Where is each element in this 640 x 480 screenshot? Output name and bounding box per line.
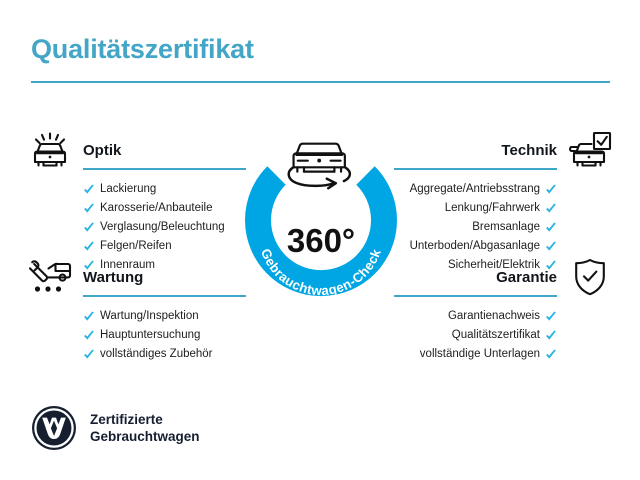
- list-item-label: Wartung/Inspektion: [100, 310, 199, 322]
- footer-line-1: Zertifizierte: [90, 412, 163, 427]
- list-item: Innenraum: [83, 256, 246, 275]
- section-garantie-underline: [394, 295, 557, 297]
- list-item: Verglasung/Beleuchtung: [83, 218, 246, 237]
- title-divider: [31, 81, 610, 83]
- badge-360-gebrauchtwagen-check: 360° Gebrauchtwagen-Check: [233, 120, 409, 310]
- section-wartung-underline: [83, 295, 246, 297]
- check-icon: [545, 260, 557, 272]
- check-icon: [545, 184, 557, 196]
- section-garantie: Garantie Garantienachweis Qualitätszerti…: [394, 257, 614, 364]
- list-item: Unterboden/Abgasanlage: [394, 237, 557, 256]
- section-optik-list: Lackierung Karosserie/Anbauteile Verglas…: [26, 180, 246, 275]
- list-item: Hauptuntersuchung: [83, 326, 246, 345]
- car-front-lights-icon: [26, 130, 74, 170]
- list-item: vollständige Unterlagen: [394, 345, 557, 364]
- list-item: Garantienachweis: [394, 307, 557, 326]
- footer-brand-text: Zertifizierte Gebrauchtwagen: [90, 411, 200, 445]
- check-icon: [83, 349, 95, 361]
- check-icon: [545, 349, 557, 361]
- check-icon: [545, 330, 557, 342]
- footer-brand: Zertifizierte Gebrauchtwagen: [31, 405, 200, 451]
- check-icon: [545, 222, 557, 234]
- list-item-label: Bremsanlage: [472, 221, 540, 233]
- list-item: Felgen/Reifen: [83, 237, 246, 256]
- section-garantie-list: Garantienachweis Qualitätszertifikat vol…: [394, 307, 614, 364]
- check-icon: [83, 184, 95, 196]
- list-item-label: Qualitätszertifikat: [451, 329, 540, 341]
- list-item: Lenkung/Fahrwerk: [394, 199, 557, 218]
- check-icon: [83, 260, 95, 272]
- check-icon: [83, 222, 95, 234]
- list-item-label: Garantienachweis: [447, 310, 540, 322]
- list-item-label: Aggregate/Antriebsstrang: [409, 183, 540, 195]
- list-item: Wartung/Inspektion: [83, 307, 246, 326]
- check-icon: [83, 241, 95, 253]
- list-item: Sicherheit/Elektrik: [394, 256, 557, 275]
- footer-line-2: Gebrauchtwagen: [90, 429, 200, 444]
- list-item-label: Lenkung/Fahrwerk: [444, 202, 540, 214]
- list-item-label: Hauptuntersuchung: [100, 329, 201, 341]
- check-icon: [83, 203, 95, 215]
- shield-check-icon: [566, 257, 614, 297]
- section-optik-header: Optik: [26, 130, 246, 172]
- check-icon: [83, 330, 95, 342]
- list-item: Lackierung: [83, 180, 246, 199]
- list-item: Bremsanlage: [394, 218, 557, 237]
- section-technik-list: Aggregate/Antriebsstrang Lenkung/Fahrwer…: [394, 180, 614, 275]
- check-icon: [545, 311, 557, 323]
- list-item: Aggregate/Antriebsstrang: [394, 180, 557, 199]
- section-garantie-header: Garantie: [394, 257, 614, 299]
- list-item-label: vollständige Unterlagen: [419, 348, 540, 360]
- section-technik: Technik Aggregate/Antriebsstrang Lenkung…: [394, 130, 614, 275]
- check-icon: [83, 311, 95, 323]
- section-garantie-title: Garantie: [496, 269, 557, 286]
- list-item-label: Karosserie/Anbauteile: [100, 202, 213, 214]
- section-optik-underline: [83, 168, 246, 170]
- list-item: vollständiges Zubehör: [83, 345, 246, 364]
- wrench-car-service-icon: [26, 257, 74, 297]
- section-optik: Optik Lackierung Karosserie/Anbauteile: [26, 130, 246, 275]
- list-item-label: Felgen/Reifen: [100, 240, 172, 252]
- section-technik-header: Technik: [394, 130, 614, 172]
- vw-logo: [31, 405, 77, 451]
- list-item-label: Unterboden/Abgasanlage: [409, 240, 540, 252]
- section-optik-title: Optik: [83, 142, 122, 159]
- list-item: Karosserie/Anbauteile: [83, 199, 246, 218]
- section-wartung-list: Wartung/Inspektion Hauptuntersuchung vol…: [26, 307, 246, 364]
- list-item-label: Sicherheit/Elektrik: [447, 259, 540, 271]
- section-wartung-header: Wartung: [26, 257, 246, 299]
- list-item-label: Lackierung: [100, 183, 157, 195]
- badge-ring: [245, 166, 397, 297]
- check-icon: [545, 203, 557, 215]
- list-item-label: vollständiges Zubehör: [100, 348, 213, 360]
- badge-center-label: 360°: [287, 222, 355, 259]
- section-wartung: Wartung Wartung/Inspektion Hauptuntersuc…: [26, 257, 246, 364]
- car-checkbox-icon: [566, 130, 614, 170]
- check-icon: [545, 241, 557, 253]
- section-wartung-title: Wartung: [83, 269, 144, 286]
- page-title: Qualitätszertifikat: [31, 34, 254, 64]
- list-item-label: Innenraum: [100, 259, 155, 271]
- section-technik-underline: [394, 168, 557, 170]
- section-technik-title: Technik: [501, 142, 557, 159]
- list-item-label: Verglasung/Beleuchtung: [100, 221, 225, 233]
- car-rotation-360-icon: [287, 142, 352, 190]
- list-item: Qualitätszertifikat: [394, 326, 557, 345]
